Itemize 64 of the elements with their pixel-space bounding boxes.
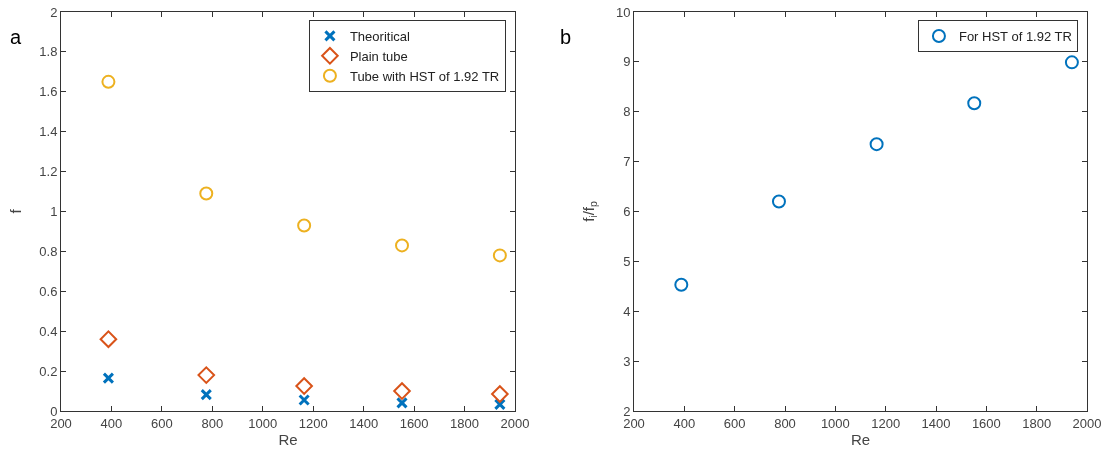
y-tick-label: 5 [623, 253, 631, 269]
y-tick-label: 0.4 [39, 323, 58, 339]
text: a [10, 26, 22, 48]
x-tick-label: 1000 [820, 415, 850, 431]
x-tick-label: 1400 [349, 415, 379, 431]
x-tick-label: 1200 [871, 415, 901, 431]
point [298, 394, 311, 407]
y-tick-label: 0.8 [39, 243, 58, 259]
point [869, 137, 884, 152]
point [199, 186, 214, 201]
point [771, 194, 786, 209]
y-tick-label: 7 [623, 154, 631, 170]
x-tick-label: 1400 [921, 415, 951, 431]
x-tick-label: 800 [774, 415, 796, 431]
y-tick-label: 0.2 [39, 363, 58, 379]
point [492, 248, 507, 263]
x-tick-label: 1800 [450, 415, 480, 431]
x-tick-label: 1000 [248, 415, 278, 431]
x-tick-label: 800 [201, 415, 224, 431]
point [674, 277, 689, 292]
point [102, 372, 115, 385]
x-axis-title: Re [850, 430, 871, 448]
point [396, 396, 408, 409]
x-tick-label: 400 [100, 415, 123, 431]
x-tick-label: 1600 [399, 415, 429, 431]
point [393, 382, 411, 400]
point [295, 377, 313, 395]
x-tick-label: 600 [151, 415, 173, 431]
y-tick-label: 1.8 [39, 44, 58, 60]
point [1064, 55, 1079, 70]
y-axis-title: f [7, 208, 24, 214]
point [200, 388, 213, 401]
x-tick-label: 2000 [500, 415, 530, 431]
x-tick-label: 1800 [1022, 415, 1052, 431]
point [967, 96, 982, 111]
y-tick-label: 4 [623, 303, 631, 319]
y-tick-label: 0.6 [39, 283, 58, 299]
y-tick-label: 1 [50, 204, 58, 220]
x-tick-label: 400 [673, 415, 696, 431]
point [101, 74, 116, 89]
y-tick-label: 1.6 [39, 84, 58, 100]
legend-label: Tube with HST of 1.92 TR [349, 68, 500, 84]
y-tick-label: 9 [623, 54, 631, 70]
y-tick-label: 8 [623, 104, 631, 120]
x-tick-label: 1200 [298, 415, 328, 431]
text: b [560, 26, 572, 48]
y-tick-label: 10 [615, 4, 631, 20]
legend-label: For HST of 1.92 TR [958, 29, 1072, 44]
legend-label: Theoritical [349, 29, 410, 44]
point [297, 218, 312, 233]
x-tick-label: 1600 [971, 415, 1001, 431]
point [395, 238, 409, 253]
x-tick-label: 600 [723, 415, 746, 431]
y-tick-label: 3 [623, 353, 631, 369]
point [197, 366, 216, 384]
y-tick-label: 6 [623, 204, 631, 220]
x-axis-title: Re [278, 430, 298, 448]
legend-label: Plain tube [349, 48, 408, 64]
point [491, 385, 509, 403]
point [99, 330, 118, 348]
y-tick-label: 1.4 [39, 124, 58, 140]
y-tick-label: 1.2 [39, 164, 58, 180]
x-tick-label: 2000 [1072, 415, 1102, 431]
y-tick-label: 2 [50, 4, 58, 20]
